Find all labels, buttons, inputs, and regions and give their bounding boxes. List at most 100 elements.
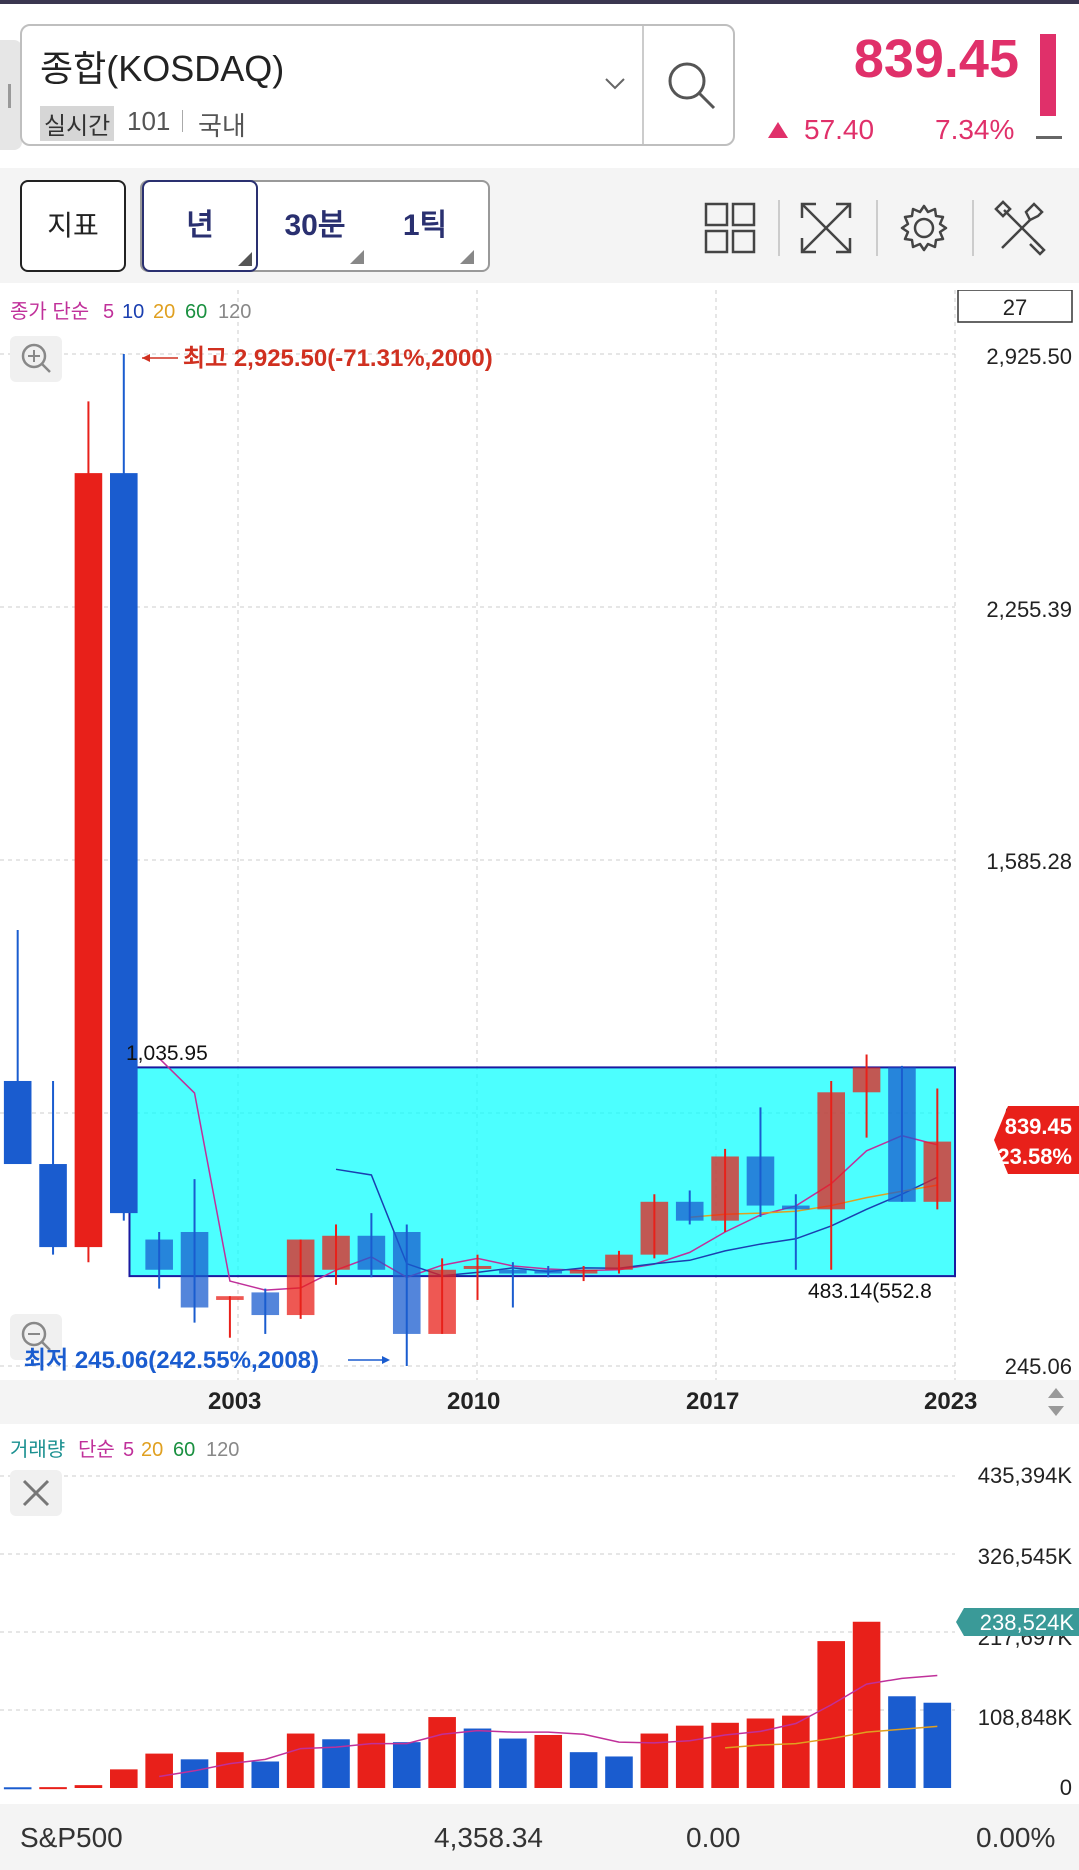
ma-legend-20: 20 — [153, 301, 175, 323]
side-drawer-handle[interactable] — [0, 40, 22, 150]
candle-body — [534, 1269, 563, 1274]
candle-body — [782, 1205, 810, 1210]
candle — [392, 1224, 421, 1366]
candle-body — [74, 473, 103, 1248]
x-axis-bar: 2003 2010 2017 2023 — [0, 1380, 1079, 1424]
grid-layout-icon[interactable] — [702, 200, 758, 256]
period-1tick-label: 1틱 — [402, 209, 448, 242]
candle-body — [817, 1092, 845, 1210]
close-icon[interactable] — [10, 1470, 62, 1516]
volume-bar — [852, 1621, 881, 1788]
top-border — [0, 0, 1079, 4]
scroll-arrows-icon[interactable] — [1040, 1384, 1072, 1420]
volume-bar — [605, 1756, 633, 1788]
low-arrow-head — [382, 1356, 390, 1364]
realtime-badge: 실시간 — [40, 106, 115, 141]
zoom-out-icon[interactable] — [10, 1314, 62, 1360]
candle-body — [357, 1235, 386, 1270]
ma-legend-60: 60 — [185, 301, 207, 323]
candle-body — [605, 1254, 633, 1270]
volume-ma-line-5 — [159, 1674, 938, 1778]
candle-body — [428, 1269, 456, 1334]
vol-legend-prefix-a: 거래량 — [10, 1438, 65, 1461]
volume-bar — [499, 1738, 527, 1788]
vol-y-tick: 435,394K — [978, 1463, 1073, 1488]
period-year-label: 년 — [186, 209, 214, 242]
fullscreen-icon[interactable] — [798, 200, 854, 256]
zoom-in-icon[interactable] — [10, 336, 62, 382]
ticker-change: 0.00 — [686, 1822, 741, 1853]
candle-body — [499, 1269, 527, 1274]
ma-legend-5: 5 — [103, 301, 114, 323]
candle-body — [180, 1231, 209, 1308]
candle — [39, 1080, 67, 1255]
period-year-button[interactable]: 년 — [142, 180, 258, 272]
divider — [778, 200, 780, 256]
vol-y-tick: 0 — [1060, 1775, 1072, 1800]
candlestick-series — [3, 354, 952, 1366]
period-30min-label: 30분 — [284, 209, 346, 242]
volume-bar — [782, 1715, 810, 1788]
candle-body — [39, 1164, 67, 1248]
candle-body — [145, 1239, 173, 1270]
current-price-tag-value: 839.45 — [1005, 1114, 1072, 1139]
candle — [888, 1065, 916, 1202]
chevron-down-icon[interactable] — [602, 70, 628, 96]
change-value: 57.40 — [804, 114, 875, 145]
volume-chart[interactable]: 거래량 단순 5 20 60 120 435,394K 326,545K 217… — [0, 1424, 1079, 1804]
candle — [569, 1265, 598, 1282]
ma-legend-prefix: 종가 단순 — [10, 300, 89, 323]
candle — [357, 1213, 386, 1278]
volume-bar — [286, 1733, 315, 1788]
candle — [251, 1288, 280, 1334]
price-mini-bar-base — [1036, 136, 1062, 139]
candle — [74, 401, 103, 1263]
count-box[interactable] — [957, 290, 1073, 323]
vol-legend-20: 20 — [141, 1439, 163, 1461]
period-selector: 년 30분 1틱 — [140, 180, 490, 272]
candle-body — [110, 473, 138, 1214]
period-30min-button[interactable]: 30분 — [260, 182, 370, 270]
indicator-button[interactable]: 지표 — [20, 180, 126, 272]
y-tick-label: 2,255.39 — [986, 597, 1072, 622]
volume-bar — [180, 1759, 209, 1788]
symbol-search-box[interactable]: 종합(KOSDAQ) 실시간 101 국내 — [20, 24, 735, 146]
search-icon[interactable] — [662, 56, 722, 116]
candle-body — [888, 1067, 916, 1202]
symbol-name[interactable]: 종합(KOSDAQ) — [40, 48, 285, 89]
price-chart[interactable]: 종가 단순 5 10 20 60 120 27 최고 2,925.50(-71.… — [0, 290, 1079, 1380]
x-tick-label: 2017 — [686, 1388, 740, 1415]
candle — [3, 929, 32, 1165]
candle — [463, 1254, 492, 1300]
volume-bar — [3, 1787, 32, 1790]
period-1tick-button[interactable]: 1틱 — [370, 182, 480, 270]
candle — [675, 1190, 704, 1225]
x-tick-label: 2023 — [924, 1388, 978, 1415]
candle-body — [3, 1080, 32, 1165]
candle — [923, 1088, 952, 1210]
high-annotation: 최고 2,925.50(-71.31%,2000) — [183, 345, 493, 372]
corner-triangle-icon — [238, 252, 252, 266]
ticker-pct: 0.00% — [976, 1822, 1056, 1853]
current-price-tag: 839.45 23.58% — [994, 1106, 1079, 1174]
volume-last-tag: 238,524K — [956, 1608, 1079, 1636]
y-tick-label: 245.06 — [1005, 1354, 1072, 1379]
divider — [182, 110, 183, 132]
y-tick-label: 2,925.50 — [986, 344, 1072, 369]
tools-icon[interactable] — [994, 200, 1050, 256]
volume-ma-line-20 — [725, 1725, 938, 1749]
candle — [180, 1179, 209, 1323]
market-label: 국내 — [198, 111, 246, 141]
ticker-name: S&P500 — [20, 1822, 123, 1853]
volume-bar — [39, 1787, 67, 1790]
candle — [499, 1262, 527, 1308]
volume-bar — [428, 1717, 456, 1788]
candle — [110, 354, 138, 1221]
settings-gear-icon[interactable] — [896, 200, 952, 256]
bottom-ticker-bar[interactable] — [0, 1804, 1079, 1870]
current-price-tag-pct: 23.58% — [997, 1144, 1072, 1169]
y-axis: 2,925.50 2,255.39 1,585.28 915.17 245.06 — [986, 344, 1072, 1379]
vol-y-tick: 326,545K — [978, 1544, 1073, 1569]
candle-body — [463, 1265, 492, 1269]
candle — [428, 1258, 456, 1334]
